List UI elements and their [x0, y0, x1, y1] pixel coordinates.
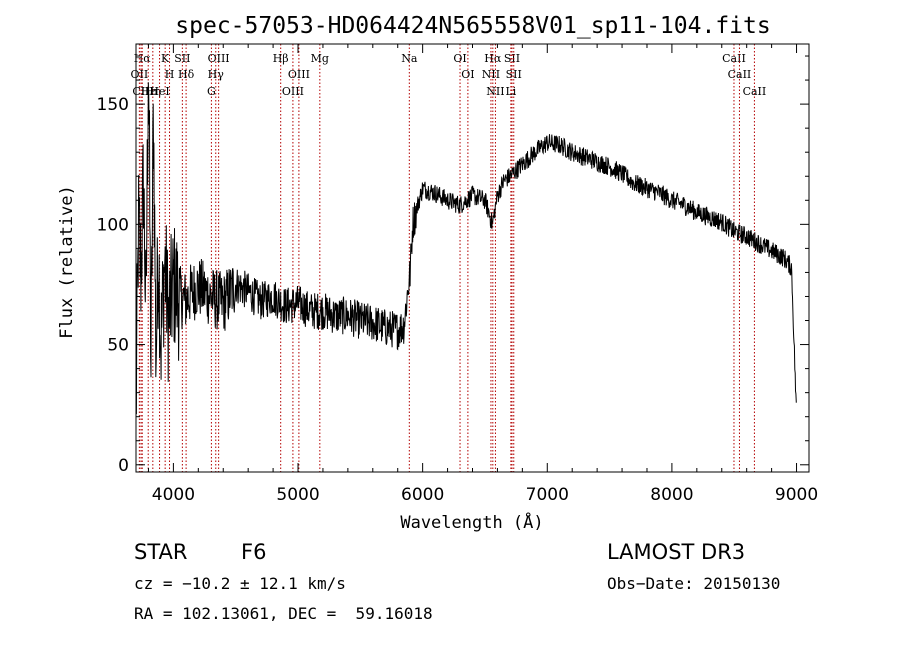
- spectral-line-label: CII: [132, 85, 149, 98]
- x-tick-label: 4000: [152, 485, 195, 505]
- object-subclass: F6: [241, 540, 267, 564]
- x-axis-label: Wavelength (Å): [400, 511, 543, 533]
- spectral-line-label: Li: [505, 85, 516, 98]
- x-tick-label: 6000: [401, 485, 444, 505]
- spectral-line-label: Na: [401, 52, 418, 65]
- spectral-line-label: CaII: [722, 52, 746, 65]
- spectral-line-label: Hβ: [273, 52, 289, 65]
- spectral-line-label: SII: [506, 68, 522, 81]
- spectral-line-label: OII: [131, 68, 149, 81]
- axis-ticks: 4000 5000 6000 7000 8000 9000 0 50 100 150: [97, 44, 818, 505]
- object-class: STAR: [134, 540, 188, 564]
- spectral-line-label: OIII: [282, 85, 304, 98]
- spectral-line-label: HeI: [149, 85, 169, 98]
- x-tick-label: 8000: [650, 485, 693, 505]
- spectrum-series: [135, 82, 797, 415]
- spectral-line-label: Hδ: [178, 68, 195, 81]
- observation-date: Obs−Date: 20150130: [607, 574, 781, 593]
- spectral-line-label: OI: [453, 52, 466, 65]
- x-tick-label: 7000: [526, 485, 569, 505]
- spectral-line-label: K: [161, 52, 170, 65]
- spectral-line-label: CaII: [728, 68, 752, 81]
- spectral-line-label: Hγ: [208, 68, 225, 81]
- spectral-line-label: NII: [482, 68, 500, 81]
- spectral-line-label: OIII: [288, 68, 310, 81]
- x-tick-label: 5000: [276, 485, 319, 505]
- spectral-line-label: G: [207, 85, 216, 98]
- survey-name: LAMOST DR3: [607, 540, 746, 564]
- spectral-line-label: Hα: [484, 52, 502, 65]
- spectral-line-label: NII: [486, 85, 504, 98]
- y-tick-label: 150: [97, 95, 129, 115]
- y-tick-label: 100: [97, 215, 129, 235]
- coordinates: RA = 102.13061, DEC = 59.16018: [134, 604, 433, 623]
- spectrum-line: [135, 82, 797, 415]
- spectral-line-label: SII: [174, 52, 190, 65]
- spectral-line-label: Mg: [311, 52, 329, 65]
- spectral-line-label: SII: [504, 52, 520, 65]
- y-tick-label: 0: [118, 456, 129, 476]
- x-tick-label: 9000: [775, 485, 818, 505]
- y-tick-label: 50: [107, 336, 129, 356]
- spectral-line-label: OI: [461, 68, 474, 81]
- plot-frame: [135, 43, 810, 473]
- spectral-line-label: OIII: [208, 52, 230, 65]
- chart-title: spec-57053-HD064424N565558V01_sp11-104.f…: [175, 13, 770, 39]
- spectral-line-label: Hα: [134, 52, 152, 65]
- spectral-line-markers: HαOIICIIHεHηKHHeISIIHδOIIIHγGHβOIIIOIIIM…: [131, 44, 767, 472]
- spectral-line-label: CaII: [743, 85, 767, 98]
- spectral-line-label: H: [165, 68, 175, 81]
- redshift-cz: cz = −10.2 ± 12.1 km/s: [134, 574, 346, 593]
- y-axis-label: Flux (relative): [57, 185, 77, 339]
